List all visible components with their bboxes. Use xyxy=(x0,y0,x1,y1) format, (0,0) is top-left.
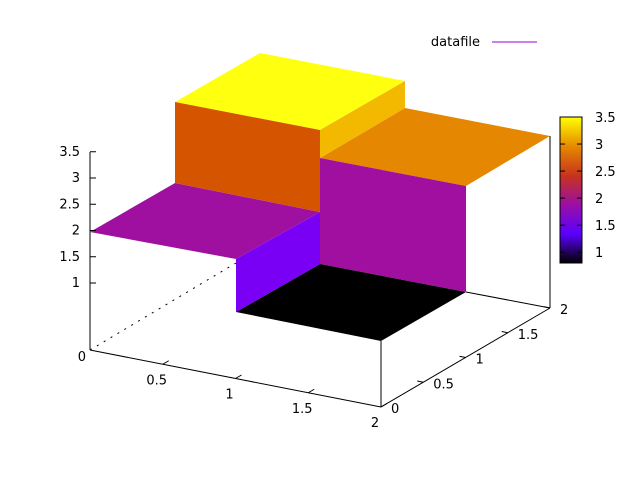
y-tick-mark xyxy=(417,380,424,383)
surface xyxy=(90,53,550,341)
surface-face-block-front xyxy=(175,102,320,212)
x-tick-mark xyxy=(307,388,315,394)
surface-face-left-plateau xyxy=(90,183,320,259)
colorbar: 1 1.5 2 2.5 3 3.5 xyxy=(559,111,616,264)
surface-face-back-right-plateau xyxy=(320,108,550,186)
z-tick-label: 2 xyxy=(72,224,80,239)
surface-face-block-side xyxy=(320,81,405,158)
y-tick-label: 1.5 xyxy=(518,328,539,343)
colorbar-ticks: 1 1.5 2 2.5 3 3.5 xyxy=(560,111,616,261)
colorbar-tick-label: 2 xyxy=(595,192,603,207)
z-tick-label: 2.5 xyxy=(59,197,80,212)
axes: 1 1.5 2 2.5 3 3.5 0 0.5 1 1.5 2 0 0.5 1 1.5 2 xyxy=(59,136,568,431)
back-edge-line xyxy=(465,291,551,309)
x-tick-label: 1 xyxy=(225,388,233,403)
x-tick-label: 1.5 xyxy=(292,402,313,417)
x-tick-label: 0.5 xyxy=(146,373,167,388)
colorbar-tick-label: 2.5 xyxy=(595,165,616,180)
y-tick-label: 2 xyxy=(560,303,568,318)
y-tick-label: 1 xyxy=(476,353,484,368)
surface-face-right-wall xyxy=(320,158,466,292)
x-tick-label: 2 xyxy=(371,416,379,431)
y-tick-label: 0.5 xyxy=(433,377,454,392)
x-tick-mark xyxy=(380,403,388,408)
legend: datafile xyxy=(431,35,537,50)
origin-label: 0 xyxy=(78,350,86,365)
y-tick-mark xyxy=(459,355,466,358)
x-tick-mark xyxy=(162,360,170,365)
surface-face-pit-floor xyxy=(236,264,466,341)
colorbar-tick-label: 1 xyxy=(595,246,603,261)
y-tick-mark xyxy=(501,331,508,334)
z-tick-label: 1 xyxy=(72,276,80,291)
legend-label: datafile xyxy=(431,35,480,50)
y-tick-label: 0 xyxy=(391,402,399,417)
z-tick-label: 1.5 xyxy=(59,250,80,265)
z-tick-label: 3 xyxy=(72,171,80,186)
surface-face-top-block xyxy=(175,53,405,130)
z-tick-label: 3.5 xyxy=(59,145,80,160)
colorbar-tick-label: 3 xyxy=(595,138,603,153)
x-tick-mark xyxy=(235,374,242,379)
colorbar-tick-label: 3.5 xyxy=(595,111,616,126)
x-axis-ticks: 0.5 1 1.5 2 xyxy=(146,360,388,431)
colorbar-gradient xyxy=(559,116,583,264)
depth-guide-line xyxy=(89,262,237,351)
surface-face-pit-left-wall xyxy=(236,212,320,312)
colorbar-tick-label: 1.5 xyxy=(595,219,616,234)
y-tick-mark xyxy=(543,306,551,309)
z-axis-ticks: 1 1.5 2 2.5 3 3.5 0 xyxy=(59,145,96,365)
y-axis-ticks: 0 0.5 1 1.5 2 xyxy=(391,303,568,417)
